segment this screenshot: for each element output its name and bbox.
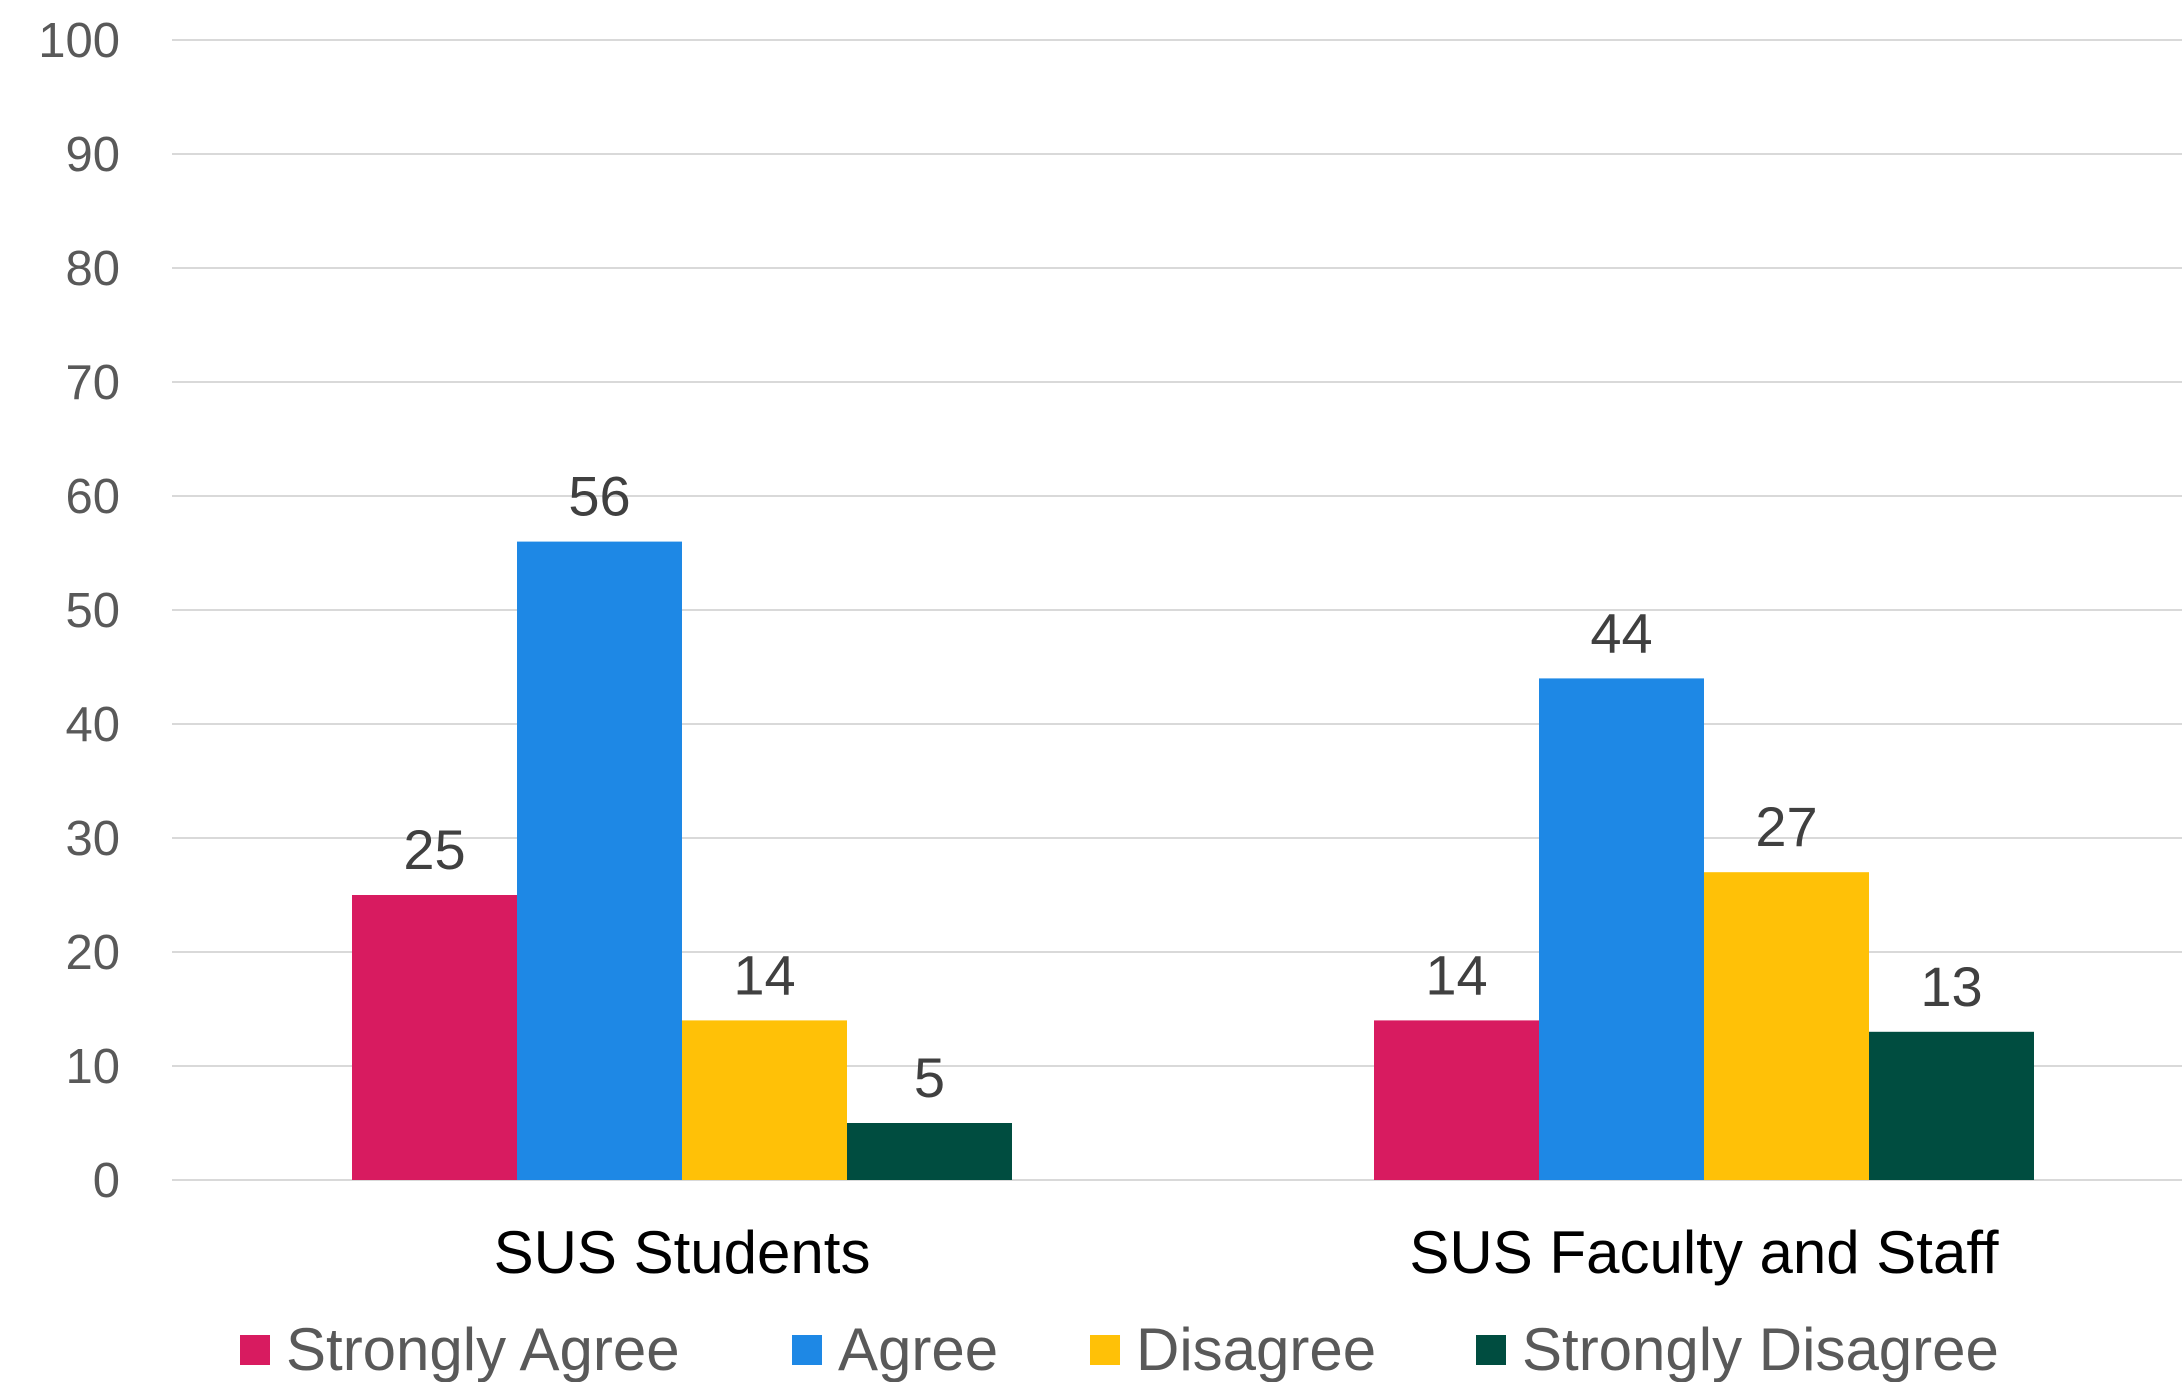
legend-label: Agree (838, 1316, 998, 1382)
y-tick-label: 20 (65, 926, 120, 980)
x-category-label: SUS Faculty and Staff (1409, 1219, 1999, 1286)
data-label: 25 (403, 818, 465, 881)
legend-swatch-strongly-disagree (1476, 1335, 1506, 1365)
y-tick-label: 50 (65, 584, 120, 638)
data-label: 44 (1590, 601, 1652, 664)
legend-label: Disagree (1136, 1316, 1376, 1382)
data-label: 13 (1920, 955, 1982, 1018)
y-tick-label: 100 (38, 14, 120, 68)
legend: Strongly Agree Agree Disagree Strongly Disa… (240, 1316, 1999, 1382)
data-labels: 25 56 14 5 14 44 27 13 (403, 465, 1982, 1109)
legend-swatch-strongly-agree (240, 1335, 270, 1365)
legend-label: Strongly Disagree (1522, 1316, 1999, 1382)
x-category-label: SUS Students (494, 1219, 871, 1286)
y-tick-label: 10 (65, 1040, 120, 1094)
data-label: 27 (1755, 795, 1817, 858)
data-label: 56 (568, 465, 630, 528)
bar-strongly-disagree-0 (847, 1123, 1012, 1180)
bar-strongly-agree-0 (352, 895, 517, 1180)
bar-agree-0 (517, 541, 682, 1180)
y-tick-label: 40 (65, 698, 120, 752)
y-tick-label: 90 (65, 128, 120, 182)
y-tick-label: 60 (65, 470, 120, 524)
legend-swatch-agree (792, 1335, 822, 1365)
bar-disagree-0 (682, 1020, 847, 1180)
bar-agree-1 (1539, 678, 1704, 1180)
y-tick-label: 80 (65, 242, 120, 296)
data-label: 14 (1425, 943, 1487, 1006)
data-label: 14 (733, 943, 795, 1006)
x-axis-category-labels: SUS Students SUS Faculty and Staff (494, 1219, 1999, 1286)
y-tick-label: 30 (65, 812, 120, 866)
data-label: 5 (914, 1046, 945, 1109)
bars (352, 541, 2034, 1180)
y-tick-label: 70 (65, 356, 120, 410)
bar-strongly-disagree-1 (1869, 1031, 2034, 1180)
bar-disagree-1 (1704, 872, 1869, 1180)
legend-swatch-disagree (1090, 1335, 1120, 1365)
bar-strongly-agree-1 (1374, 1020, 1539, 1180)
legend-label: Strongly Agree (286, 1316, 680, 1382)
y-axis-tick-labels: 0 10 20 30 40 50 60 70 80 90 100 (38, 14, 120, 1208)
y-tick-label: 0 (93, 1154, 120, 1208)
